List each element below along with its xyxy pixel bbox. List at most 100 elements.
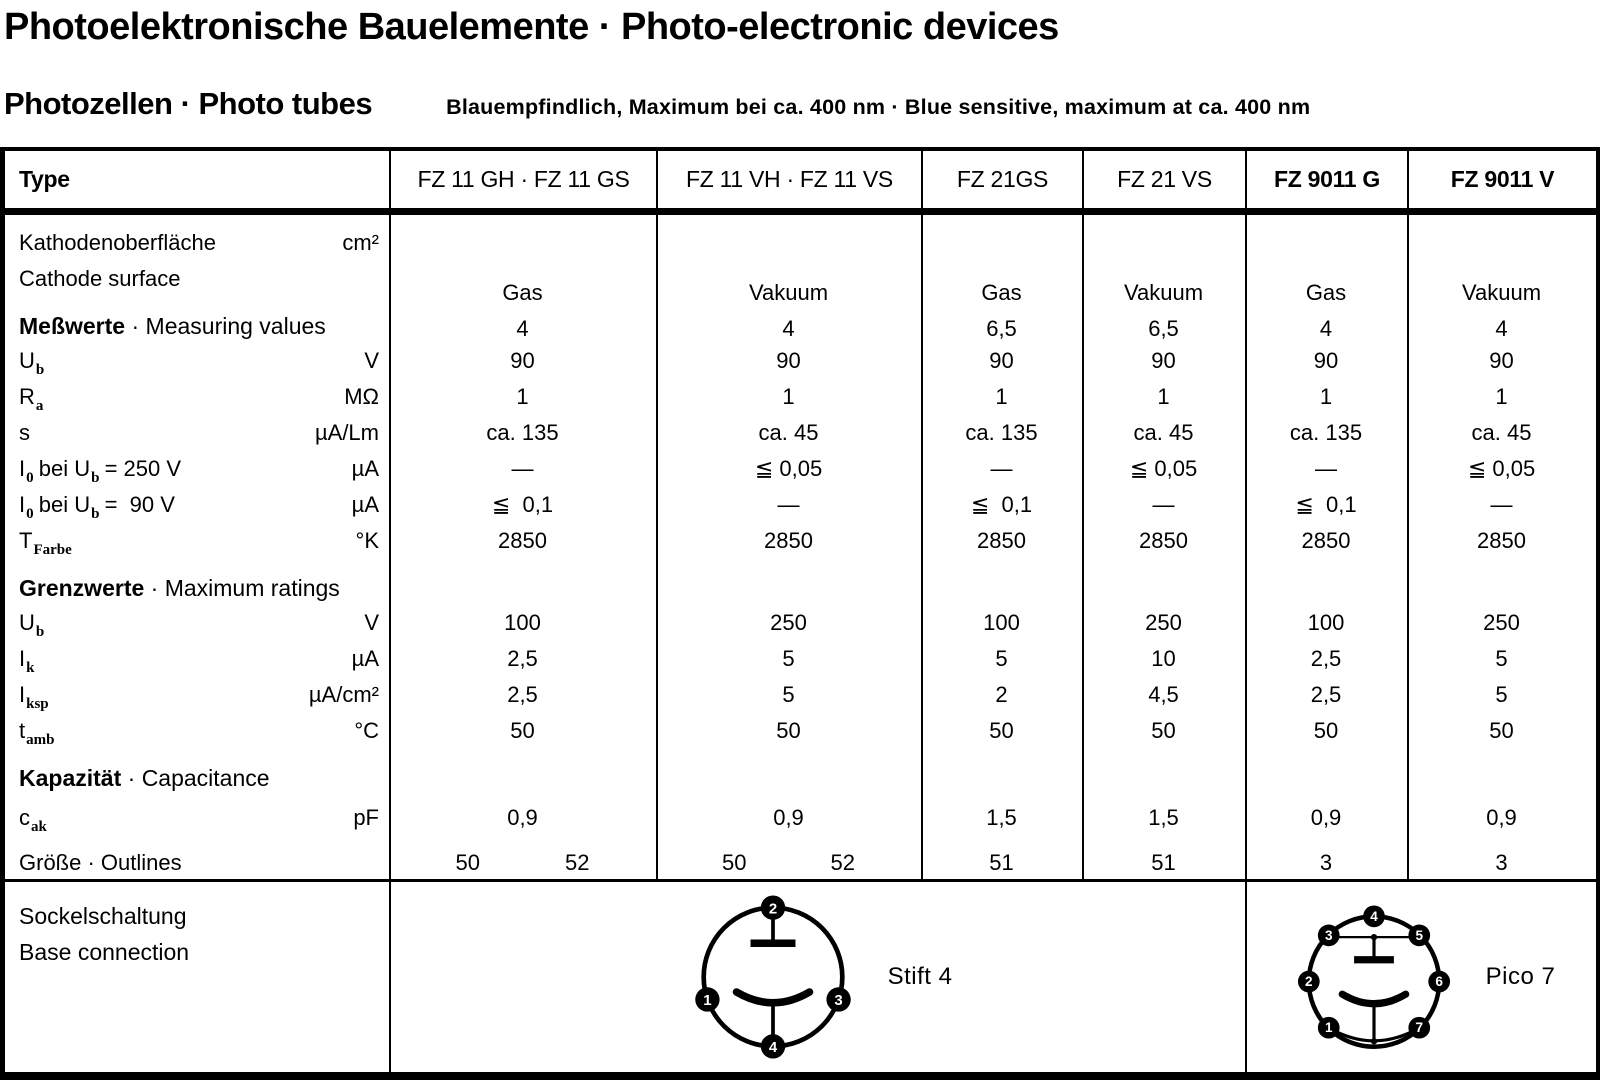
table-row-ub-max: Ub V 100 250 100 250 100 250: [5, 605, 1596, 641]
row-unit: pF: [353, 805, 379, 830]
cell-value: 2,5: [1310, 646, 1342, 671]
row-unit: µA: [351, 456, 379, 481]
row-unit: V: [364, 610, 379, 635]
row-unit: µA: [351, 646, 379, 671]
cell-value: —: [511, 456, 534, 481]
row-label: Größe · Outlines: [19, 850, 182, 875]
row-label-de: Kathodenoberfläche: [19, 230, 216, 255]
cell-value: 90: [776, 348, 801, 373]
stift4-diagram: 1 2 3 4 Stift 4: [684, 888, 953, 1066]
cell-value: 51: [989, 850, 1014, 875]
row-label: Ub: [19, 610, 45, 641]
column-divider: [1245, 215, 1247, 879]
col-header-fz21gs: FZ 21GS: [921, 151, 1082, 208]
cell-value: ca. 135: [486, 420, 559, 445]
cell-value: 5: [782, 682, 795, 707]
cell-value: ≦ 0,05: [754, 456, 823, 481]
cell-value: 90: [989, 348, 1014, 373]
cell-value: 1: [1495, 384, 1508, 409]
row-label: Iksp: [19, 682, 49, 713]
cell-value: 90: [510, 348, 535, 373]
cell-value: 1: [995, 384, 1008, 409]
column-divider: [656, 215, 658, 879]
cell-value: ca. 135: [965, 420, 1038, 445]
cell-value: 50: [1489, 718, 1514, 743]
cell-value: 5: [1495, 646, 1508, 671]
cell-value: 1: [516, 384, 529, 409]
table-row-ra: Ra MΩ 1 1 1 1 1 1: [5, 379, 1596, 415]
col-header-fz9011v: FZ 9011 V: [1407, 151, 1596, 208]
svg-text:4: 4: [1370, 909, 1378, 924]
svg-text:6: 6: [1435, 974, 1443, 989]
cell-value: Gas 6,5: [981, 280, 1022, 341]
cell-value: 50: [510, 718, 535, 743]
row-unit: µA/Lm: [314, 420, 379, 445]
section-capacitance: Kapazität · Capacitance: [5, 749, 1596, 795]
cell-value: 100: [983, 610, 1020, 635]
table-row-i0-90v: I0 bei Ub = 90 V µA ≦ 0,1 — ≦ 0,1 — ≦ 0,…: [5, 487, 1596, 523]
table-row-s: s µA/Lm ca. 135 ca. 45 ca. 135 ca. 45 ca…: [5, 415, 1596, 451]
svg-text:3: 3: [834, 992, 842, 1009]
svg-text:4: 4: [768, 1039, 777, 1056]
cell-value: 0,9: [507, 805, 538, 830]
cell-value: 5: [782, 646, 795, 671]
row-label: Ik: [19, 646, 35, 677]
table-row-i0-250v: I0 bei Ub = 250 V µA — ≦ 0,05 — ≦ 0,05 —…: [5, 451, 1596, 487]
cell-value: ≦ 0,05: [1129, 456, 1198, 481]
svg-text:1: 1: [703, 992, 711, 1009]
table-row-iksp: Iksp µA/cm² 2,5 5 2 4,5 2,5 5: [5, 677, 1596, 713]
base-label-de: Sockelschaltung: [19, 903, 187, 929]
cell-value: 1: [1319, 384, 1333, 409]
table-row-tamb: tamb °C 50 50 50 50 50 50: [5, 713, 1596, 749]
column-divider: [1407, 215, 1409, 879]
table-row-outlines: Größe · Outlines 50 52 50 52 51 51 3 3: [5, 841, 1596, 885]
col-header-fz9011g: FZ 9011 G: [1245, 151, 1407, 208]
cell-value: 50 52: [455, 850, 590, 875]
section-maximum-ratings: Grenzwerte · Maximum ratings: [5, 559, 1596, 605]
base-connection-section: Sockelschaltung Base connection 1 2 3 4: [5, 882, 1596, 1072]
svg-text:2: 2: [1305, 974, 1313, 989]
col-header-fz21vs: FZ 21 VS: [1082, 151, 1245, 208]
cell-value: 1: [782, 384, 795, 409]
row-unit: V: [364, 348, 379, 373]
cell-value: 100: [504, 610, 541, 635]
cell-value: 2850: [764, 528, 813, 553]
cell-value: 90: [1489, 348, 1514, 373]
cell-value: 90: [1151, 348, 1176, 373]
cell-value: 50 52: [722, 850, 855, 875]
svg-text:1: 1: [1325, 1020, 1333, 1035]
cell-value: 2850: [1477, 528, 1526, 553]
sensitivity-note: Blauempfindlich, Maximum bei ca. 400 nm …: [446, 95, 1311, 119]
table-row-cak: cak pF 0,9 0,9 1,5 1,5 0,9 0,9: [5, 795, 1596, 841]
row-unit: °C: [354, 718, 379, 743]
cell-value: —: [990, 456, 1013, 481]
pico7-diagram: 1 2 3 4 5 6 7 Pico 7: [1288, 891, 1556, 1063]
row-unit: MΩ: [344, 384, 379, 409]
section-title: Photozellen · Photo tubes: [4, 86, 373, 121]
column-divider: [389, 215, 391, 879]
cell-value: 250: [1145, 610, 1182, 635]
pico7-socket-drawing: 1 2 3 4 5 6 7: [1297, 905, 1450, 1049]
cell-value: Vakuum 6,5: [1123, 280, 1204, 341]
cell-value: 50: [1313, 718, 1339, 743]
cathode-surface-row: Kathodenoberfläche cm² Cathode surface G…: [5, 215, 1596, 341]
cell-value: 0,9: [1310, 805, 1342, 830]
cell-value: 2,5: [507, 682, 538, 707]
cell-value: 50: [989, 718, 1014, 743]
cell-value: 2850: [1139, 528, 1188, 553]
cell-value: 2850: [498, 528, 547, 553]
row-label: I0 bei Ub = 250 V: [19, 456, 182, 487]
cell-value: 5: [1495, 682, 1508, 707]
row-unit: µA/cm²: [308, 682, 379, 707]
cell-value: 3: [1495, 850, 1508, 875]
col-header-fz11v: FZ 11 VH · FZ 11 VS: [656, 151, 921, 208]
cell-value: 100: [1307, 610, 1345, 635]
row-unit: °K: [355, 528, 379, 553]
horizontal-rule: [5, 879, 1596, 882]
cell-value: —: [1152, 492, 1175, 517]
cell-value: 90: [1313, 348, 1339, 373]
cell-value: 4,5: [1148, 682, 1179, 707]
row-label: TFarbe: [19, 528, 72, 559]
datasheet-table: Type FZ 11 GH · FZ 11 GS FZ 11 VH · FZ 1…: [0, 147, 1600, 1080]
cell-value: 10: [1151, 646, 1176, 671]
